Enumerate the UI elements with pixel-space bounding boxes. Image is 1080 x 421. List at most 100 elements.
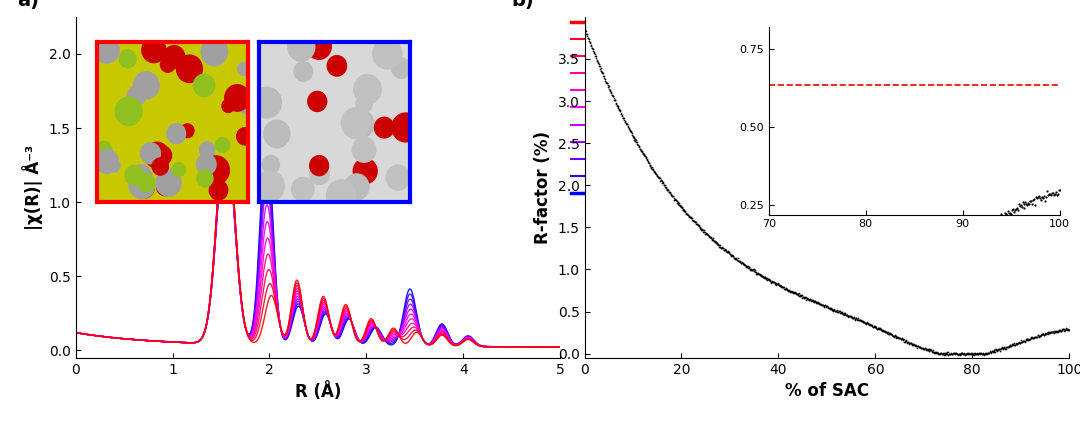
Point — [770, 281, 787, 288]
Point — [956, 351, 973, 357]
Point — [1007, 341, 1024, 348]
Point — [1008, 341, 1025, 347]
Point — [886, 332, 903, 339]
Point — [744, 266, 761, 273]
Point — [640, 159, 658, 166]
Point — [756, 275, 773, 282]
Point — [1013, 338, 1030, 345]
Point — [692, 227, 710, 234]
Point — [975, 350, 993, 357]
Point — [762, 279, 780, 285]
Point — [824, 307, 841, 314]
Point — [671, 200, 688, 206]
Point — [661, 189, 678, 196]
Point — [1000, 344, 1017, 350]
Point — [902, 339, 919, 346]
Point — [848, 315, 865, 322]
Point — [657, 184, 674, 190]
Point — [1042, 329, 1059, 336]
Point — [777, 285, 794, 292]
Point — [747, 270, 765, 277]
Point — [893, 336, 910, 343]
Point — [766, 279, 783, 285]
Point — [631, 142, 648, 149]
Point — [630, 142, 647, 149]
X-axis label: R (Å): R (Å) — [295, 382, 341, 401]
Point — [864, 323, 881, 330]
Point — [1037, 331, 1054, 338]
Point — [769, 280, 786, 287]
Point — [973, 350, 990, 357]
Point — [659, 186, 676, 193]
Point — [740, 264, 757, 271]
Point — [994, 344, 1011, 351]
Point — [850, 314, 867, 321]
Point — [1028, 333, 1045, 340]
Point — [740, 265, 757, 272]
Circle shape — [131, 165, 152, 188]
Point — [735, 260, 753, 267]
Point — [901, 340, 918, 347]
Point — [584, 47, 602, 54]
Point — [692, 224, 710, 231]
Circle shape — [181, 124, 194, 138]
Circle shape — [356, 95, 373, 112]
Point — [690, 222, 707, 229]
Point — [627, 139, 645, 145]
Point — [1017, 336, 1035, 343]
Point — [1029, 332, 1047, 339]
Point — [645, 165, 662, 172]
Point — [669, 198, 686, 205]
Point — [583, 43, 600, 49]
Point — [828, 308, 846, 315]
Point — [909, 342, 927, 349]
Point — [712, 243, 729, 250]
Circle shape — [145, 142, 170, 168]
Point — [725, 252, 742, 259]
Point — [603, 90, 620, 96]
Point — [726, 255, 743, 262]
Point — [953, 350, 970, 357]
Point — [788, 291, 806, 298]
Point — [960, 349, 977, 356]
Circle shape — [95, 36, 113, 56]
Point — [730, 258, 747, 264]
Point — [970, 351, 987, 357]
Point — [822, 305, 839, 312]
Point — [739, 263, 756, 270]
Point — [962, 350, 980, 357]
Point — [635, 152, 652, 159]
Point — [988, 347, 1005, 354]
Point — [602, 86, 619, 93]
Point — [831, 307, 848, 314]
Point — [745, 266, 762, 273]
Point — [839, 313, 856, 320]
Point — [754, 272, 771, 279]
Point — [885, 333, 902, 340]
Point — [808, 300, 825, 306]
Point — [578, 30, 595, 37]
Point — [665, 196, 683, 203]
Point — [880, 330, 897, 336]
Point — [1022, 336, 1039, 342]
Point — [936, 351, 954, 357]
Point — [966, 350, 983, 357]
Point — [1032, 331, 1050, 338]
Point — [719, 248, 737, 255]
Point — [717, 247, 734, 253]
Point — [998, 344, 1015, 350]
Point — [635, 151, 652, 157]
Point — [937, 351, 955, 357]
Point — [759, 276, 777, 282]
Circle shape — [352, 137, 376, 162]
Point — [1011, 338, 1028, 345]
Circle shape — [197, 154, 216, 175]
Point — [950, 350, 968, 357]
Point — [777, 286, 794, 293]
Point — [953, 350, 970, 357]
Point — [905, 341, 922, 348]
Point — [649, 174, 666, 181]
Point — [1001, 341, 1018, 348]
Point — [673, 205, 690, 212]
Circle shape — [392, 113, 419, 142]
